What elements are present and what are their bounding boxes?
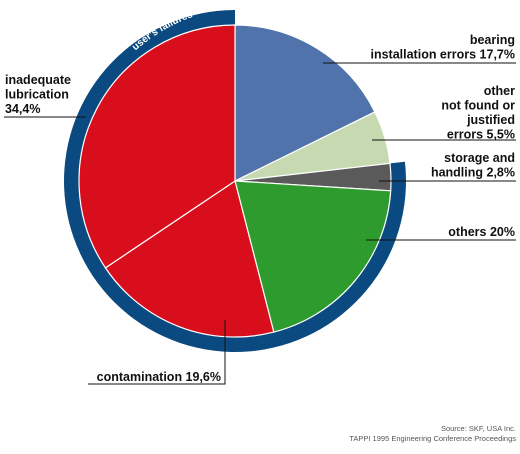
label-contamination: contamination 19,6%: [97, 370, 221, 384]
label-inadequate-lubrication-line-3: 34,4%: [5, 102, 40, 116]
label-other-not-found-errors-line-2: not found or: [441, 99, 515, 113]
slice-inadequate-lubrication: [78, 24, 236, 269]
slice-contamination: [104, 180, 275, 338]
label-inadequate-lubrication-line-1: inadequate: [5, 73, 71, 87]
source-line-1: Source: SKF, USA Inc.: [441, 424, 516, 433]
pie-slices: [78, 24, 392, 338]
label-bearing-installation-errors: bearing installation errors 17,7%: [370, 33, 515, 62]
leader-lines: [4, 62, 516, 385]
label-inadequate-lubrication-line-2: lubrication: [5, 88, 69, 102]
label-storage-and-handling-line-2: handling 2,8%: [431, 166, 515, 180]
label-bearing-installation-errors-line-2: installation errors 17,7%: [370, 48, 515, 62]
label-others: others 20%: [448, 225, 515, 239]
slice-others: [234, 180, 392, 333]
label-other-not-found-errors-line-3: justified: [466, 113, 515, 127]
label-other-not-found-errors-line-1: other: [484, 84, 515, 98]
label-other-not-found-errors: other not found or justified errors 5,5%: [441, 84, 515, 142]
label-inadequate-lubrication: inadequate lubrication 34,4%: [5, 73, 71, 116]
label-other-not-found-errors-line-4: errors 5,5%: [447, 128, 515, 142]
slice-bearing-installation-errors: [234, 24, 376, 182]
label-bearing-installation-errors-line-1: bearing: [470, 33, 515, 47]
source-line-2: TAPPI 1995 Engineering Conference Procee…: [349, 434, 516, 443]
label-storage-and-handling-line-1: storage and: [444, 151, 515, 165]
slice-labels: bearing installation errors 17,7% other not…: [5, 33, 515, 384]
label-others-line-1: others 20%: [448, 225, 515, 239]
label-contamination-line-1: contamination 19,6%: [97, 370, 221, 384]
label-storage-and-handling: storage and handling 2,8%: [431, 151, 515, 180]
leader-line-contamination: [88, 320, 226, 385]
